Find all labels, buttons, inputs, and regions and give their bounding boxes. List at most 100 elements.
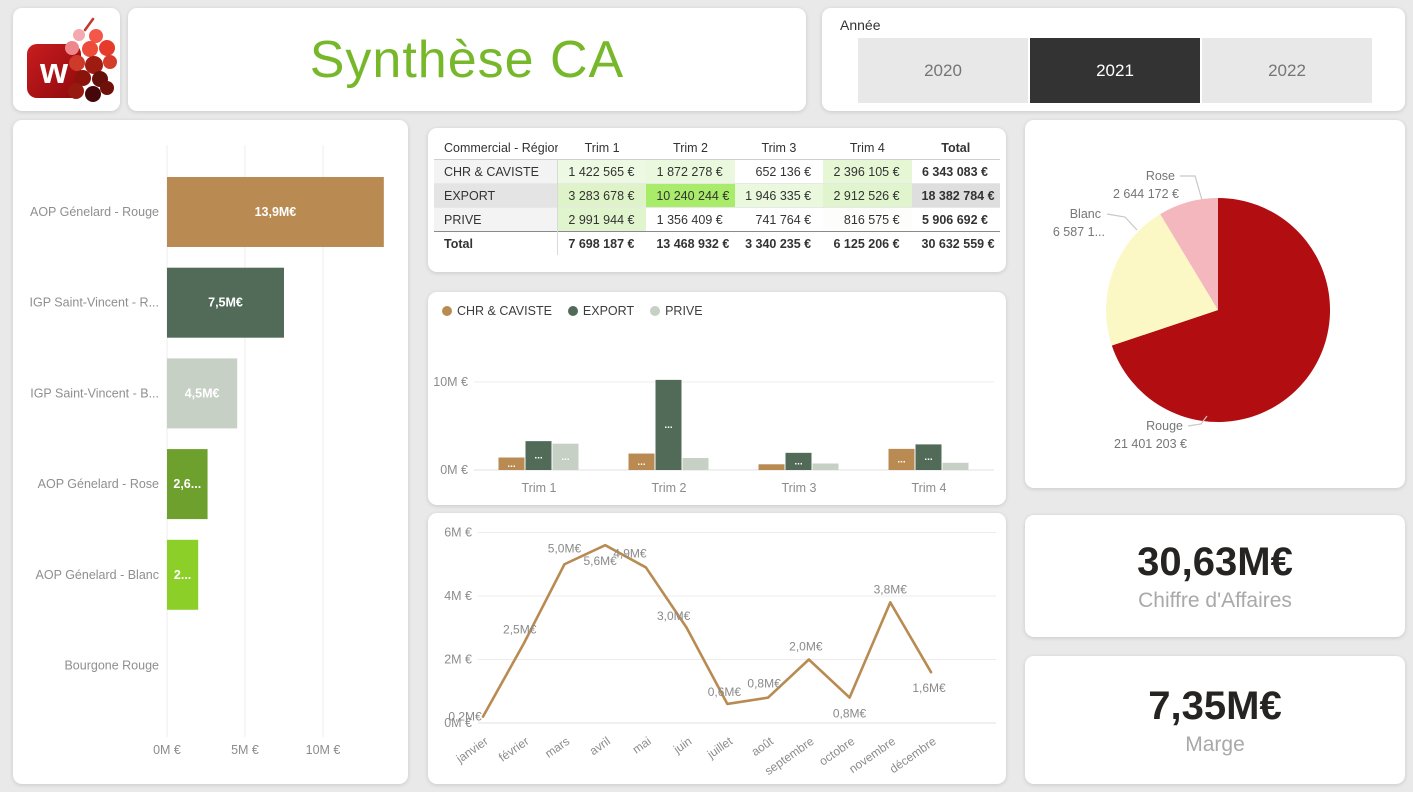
matrix-cell[interactable]: 10 240 244 € (646, 183, 735, 208)
matrix-total-cell: 3 340 235 € (745, 236, 812, 251)
pie-slice-blanc[interactable] (1106, 214, 1218, 346)
quarter-bar-trim3-1[interactable] (785, 452, 812, 470)
quarter-bar-trim2-1[interactable] (655, 379, 682, 470)
kpi-chiffre-affaires-value: 30,63M€ (1137, 539, 1293, 584)
year-button-2020[interactable]: 2020 (858, 38, 1028, 103)
legend-item-export[interactable]: EXPORT (567, 304, 635, 318)
year-button-2022[interactable]: 2022 (1202, 38, 1372, 103)
matrix-row-total[interactable]: 6 343 083 € (911, 159, 1000, 184)
svg-text:IGP Saint-Vincent - B...: IGP Saint-Vincent - B... (30, 386, 159, 400)
slicer-buttons: 2020 2021 2022 (858, 38, 1372, 103)
quarter-bar-trim2-0[interactable] (628, 453, 655, 470)
svg-text:2M €: 2M € (444, 653, 472, 667)
legend-dot-icon (567, 306, 578, 316)
matrix-cell[interactable]: 2 991 944 € (557, 207, 647, 232)
svg-text:7,5M€: 7,5M€ (208, 296, 243, 310)
month-axis-label: juillet (704, 734, 736, 762)
matrix-cell[interactable]: 652 136 € (734, 159, 824, 184)
legend-item-prive[interactable]: PRIVE (650, 304, 703, 318)
grape-icon (99, 40, 115, 56)
matrix-cell[interactable]: 741 764 € (734, 207, 824, 232)
quarter-bar-trim1-2[interactable] (552, 443, 579, 470)
svg-text:2...: 2... (174, 568, 191, 582)
commercial-region-matrix: Commercial - Région Trim 1 Trim 2 Trim 3 Tri… (434, 136, 1000, 255)
svg-text:AOP Génelard - Rose: AOP Génelard - Rose (38, 477, 159, 491)
svg-text:...: ... (664, 420, 673, 431)
grape-icon (69, 55, 85, 71)
winery-logo-icon: w (27, 17, 117, 102)
legend-label: EXPORT (582, 304, 635, 318)
product-bar-3[interactable] (167, 449, 208, 520)
matrix-row-total[interactable]: 18 382 784 € (911, 183, 1000, 208)
product-bar-0[interactable] (167, 177, 384, 247)
monthly-line-series[interactable] (481, 543, 933, 718)
grape-icon (100, 81, 114, 95)
color-pie-chart[interactable]: Rose 2 644 172 € Blanc 6 587 1... Rouge 21 40… (1025, 120, 1405, 488)
svg-text:0M €: 0M € (153, 743, 181, 757)
pie-slice-rose[interactable] (1160, 198, 1218, 310)
matrix-cell[interactable]: 3 283 678 € (557, 183, 647, 208)
month-axis-label: juin (670, 734, 694, 757)
matrix-cell[interactable]: 816 575 € (823, 207, 912, 232)
month-axis-label: décembre (887, 734, 939, 776)
matrix-col-header-trim-2[interactable]: Trim 2 (673, 140, 708, 155)
matrix-col-header-trim-1[interactable]: Trim 1 (584, 140, 620, 155)
matrix-cell[interactable]: 2 396 105 € (823, 159, 912, 184)
matrix-grand-total: 30 632 559 € (921, 236, 995, 251)
quarter-bar-trim3-2[interactable] (812, 463, 839, 470)
product-bar-4[interactable] (167, 539, 199, 610)
month-axis-label: mars (542, 734, 572, 761)
svg-text:IGP Saint-Vincent - R...: IGP Saint-Vincent - R... (30, 296, 159, 310)
matrix-cell[interactable]: 1 946 335 € (734, 183, 824, 208)
svg-text:0,2M€: 0,2M€ (448, 710, 482, 724)
matrix-row-label[interactable]: EXPORT (434, 183, 559, 208)
quarter-bar-trim4-2[interactable] (942, 462, 969, 470)
svg-text:5M €: 5M € (231, 743, 259, 757)
svg-text:2,6...: 2,6... (173, 477, 201, 491)
matrix-col-header-trim-3[interactable]: Trim 3 (761, 140, 797, 155)
product-bar-2[interactable] (167, 358, 238, 429)
product-bar-chart[interactable]: 0M € 5M € 10M € AOP Génelard - Rouge 13,9M€ I… (13, 120, 408, 784)
year-button-2021[interactable]: 2021 (1030, 38, 1200, 103)
matrix-row-label[interactable]: CHR & CAVISTE (434, 159, 559, 184)
kpi-chiffre-affaires: 30,63M€ Chiffre d'Affaires (1025, 515, 1405, 637)
pie-slice-rouge[interactable] (1111, 198, 1331, 422)
matrix-row-label[interactable]: PRIVE (434, 207, 559, 232)
matrix-cell[interactable]: 1 422 565 € (557, 159, 647, 184)
title-card: Synthèse CA (128, 8, 806, 111)
matrix-col-header-total[interactable]: Total (941, 140, 971, 155)
svg-text:1,6M€: 1,6M€ (912, 681, 946, 695)
legend-label: PRIVE (665, 304, 703, 318)
svg-text:0,8M€: 0,8M€ (747, 677, 781, 691)
legend-item-chr-caviste[interactable]: CHR & CAVISTE (442, 304, 552, 318)
quarter-bar-chart-card: CHR & CAVISTE EXPORT PRIVE 0M € 10M € Trim 1… (428, 292, 1006, 505)
svg-text:Trim 4: Trim 4 (912, 481, 947, 495)
quarter-bar-trim1-0[interactable] (498, 457, 525, 470)
svg-text:Trim 2: Trim 2 (652, 481, 687, 495)
matrix-cell[interactable]: 1 356 409 € (646, 207, 735, 232)
quarter-bar-trim4-0[interactable] (888, 448, 915, 470)
matrix-total-cell: 6 125 206 € (833, 236, 900, 251)
product-bar-1[interactable] (167, 267, 284, 338)
svg-text:21 401 203 €: 21 401 203 € (1114, 437, 1187, 451)
matrix-cell[interactable]: 2 912 526 € (823, 183, 912, 208)
quarter-bar-chart[interactable]: 0M € 10M € Trim 1...... ... Trim 2...... Trim… (428, 320, 1006, 505)
svg-text:6M €: 6M € (444, 526, 472, 540)
svg-text:...: ... (897, 454, 906, 465)
month-axis-label: avril (587, 734, 613, 758)
quarter-bar-trim3-0[interactable] (758, 464, 785, 470)
matrix-row-total[interactable]: 5 906 692 € (911, 207, 1000, 232)
quarter-bar-trim2-2[interactable] (682, 458, 709, 470)
svg-text:Trim 1: Trim 1 (522, 481, 557, 495)
svg-text:4,9M€: 4,9M€ (613, 546, 647, 560)
matrix-cell[interactable]: 1 872 278 € (646, 159, 735, 184)
monthly-line-chart[interactable]: 0M € 2M € 4M € 6M € 0,2M€ janvier 2,5M€ février… (428, 513, 1006, 784)
matrix-col-header-trim-4[interactable]: Trim 4 (849, 140, 885, 155)
svg-text:...: ... (561, 452, 570, 463)
color-pie-chart-card: Rose 2 644 172 € Blanc 6 587 1... Rouge 21 40… (1025, 120, 1405, 488)
quarter-bar-trim1-1[interactable] (525, 441, 552, 470)
grape-icon (68, 83, 84, 99)
svg-text:10M €: 10M € (306, 743, 341, 757)
quarter-bar-trim4-1[interactable] (915, 444, 942, 470)
